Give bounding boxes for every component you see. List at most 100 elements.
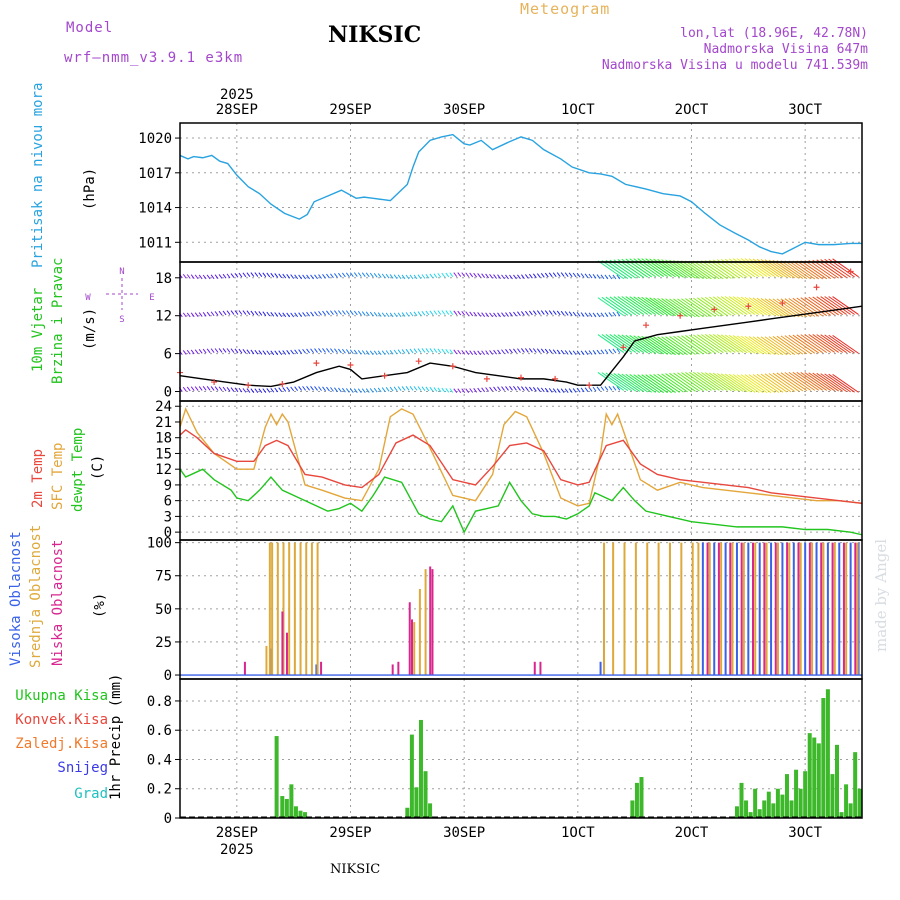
wind-barb xyxy=(524,348,529,353)
wind-barb xyxy=(298,274,303,280)
wind-barb xyxy=(286,274,291,279)
wind-barb xyxy=(389,312,394,318)
model-elevation-label: Nadmorska Visina u modelu 741.539m xyxy=(601,58,868,73)
wind-barb xyxy=(353,349,358,355)
wind-barb xyxy=(552,388,557,393)
wind-barb xyxy=(584,273,589,279)
wind-barb xyxy=(540,348,545,354)
precip-bar xyxy=(630,800,635,818)
wind-barb xyxy=(532,310,537,316)
wind-barb xyxy=(465,388,470,393)
compass-cross xyxy=(106,278,138,310)
wind-barb xyxy=(230,387,235,392)
wind-barb xyxy=(649,336,676,356)
wind-gust-marker xyxy=(449,363,456,370)
wind-barb xyxy=(776,372,804,392)
precip-bar xyxy=(830,774,835,818)
wind-barb xyxy=(808,296,836,316)
precip-bar xyxy=(423,771,428,818)
wind-barb xyxy=(190,386,195,392)
wind-barb xyxy=(804,297,832,316)
wind-gust-marker xyxy=(677,312,684,319)
wind-barb xyxy=(453,388,458,393)
precip-bar xyxy=(739,782,744,818)
wind-barb xyxy=(653,297,680,317)
wind-barb xyxy=(669,372,696,392)
wind-gust-marker xyxy=(586,382,593,389)
precip-bar xyxy=(844,784,849,818)
wind-barb xyxy=(322,310,326,316)
wind-barb xyxy=(286,350,291,355)
wind-barb xyxy=(609,296,637,316)
wind-barb xyxy=(540,387,545,393)
precip-bar xyxy=(639,777,644,818)
wind-barb xyxy=(800,372,828,391)
precip-bar xyxy=(748,812,753,818)
wind-barb xyxy=(417,386,422,391)
wind-barb xyxy=(629,296,656,316)
wind-barb xyxy=(673,298,700,318)
wind-barb xyxy=(764,373,792,393)
y-tick-label: 15 xyxy=(155,446,172,462)
wind-barb xyxy=(832,373,859,393)
wind-barb xyxy=(282,387,287,392)
wind-barb xyxy=(800,297,828,317)
wind-barb xyxy=(816,296,843,316)
wind-barb xyxy=(613,334,641,353)
wind-barb xyxy=(689,334,716,354)
wind-barb xyxy=(521,386,525,391)
wind-barb xyxy=(461,311,466,316)
wind-barb xyxy=(397,274,402,280)
wind-barb xyxy=(409,386,414,391)
wind-barb xyxy=(266,350,271,356)
wind-barb xyxy=(202,348,207,354)
wind-barb xyxy=(596,349,601,355)
wind-barb xyxy=(330,273,334,279)
wind-barb xyxy=(649,297,676,317)
wind-barb xyxy=(262,388,267,393)
wind-gust-marker xyxy=(847,268,854,275)
wind-barb xyxy=(310,386,314,391)
wind-barb xyxy=(341,348,346,354)
wind-barb xyxy=(633,374,660,394)
wind-barb xyxy=(536,387,541,392)
wind-barb xyxy=(393,312,398,318)
wind-barb xyxy=(274,387,279,393)
wind-barb xyxy=(808,259,836,279)
station-title: NIKSIC xyxy=(328,22,422,48)
y-tick-label: 0.8 xyxy=(147,694,172,710)
wind-barb xyxy=(732,374,760,393)
wind-barb xyxy=(556,310,561,316)
wind-barb xyxy=(369,272,374,278)
wind-barb xyxy=(254,272,259,277)
wind-barb xyxy=(465,350,470,355)
wind-barb xyxy=(497,386,501,392)
2m-temp-line xyxy=(179,428,863,504)
wind-barb xyxy=(246,310,251,316)
wind-barb xyxy=(704,260,732,279)
wind-barb xyxy=(465,272,470,278)
wind-barb xyxy=(246,272,251,277)
precip-bar xyxy=(753,788,758,818)
precip-bar xyxy=(812,737,817,818)
wind-barb xyxy=(489,386,493,392)
wind-barb xyxy=(832,296,859,316)
precip-bar xyxy=(280,796,285,818)
wind-barb xyxy=(218,348,223,353)
wind-barb xyxy=(429,310,434,316)
precip-bar xyxy=(289,784,294,818)
precip-bar xyxy=(794,769,799,818)
wind-barb xyxy=(389,386,394,392)
y-tick-label: 0 xyxy=(164,811,172,827)
wind-barb xyxy=(357,349,362,355)
wind-barb xyxy=(788,334,816,354)
wind-barb xyxy=(772,372,800,392)
wind-barb xyxy=(262,272,267,278)
precip-bar xyxy=(821,698,826,818)
wind-barb xyxy=(685,372,712,391)
wind-barb xyxy=(752,374,780,393)
top-date-label: 2OCT xyxy=(675,102,709,118)
wind-barb xyxy=(405,386,410,391)
wind-barb xyxy=(341,387,346,393)
wind-barb xyxy=(576,272,581,278)
